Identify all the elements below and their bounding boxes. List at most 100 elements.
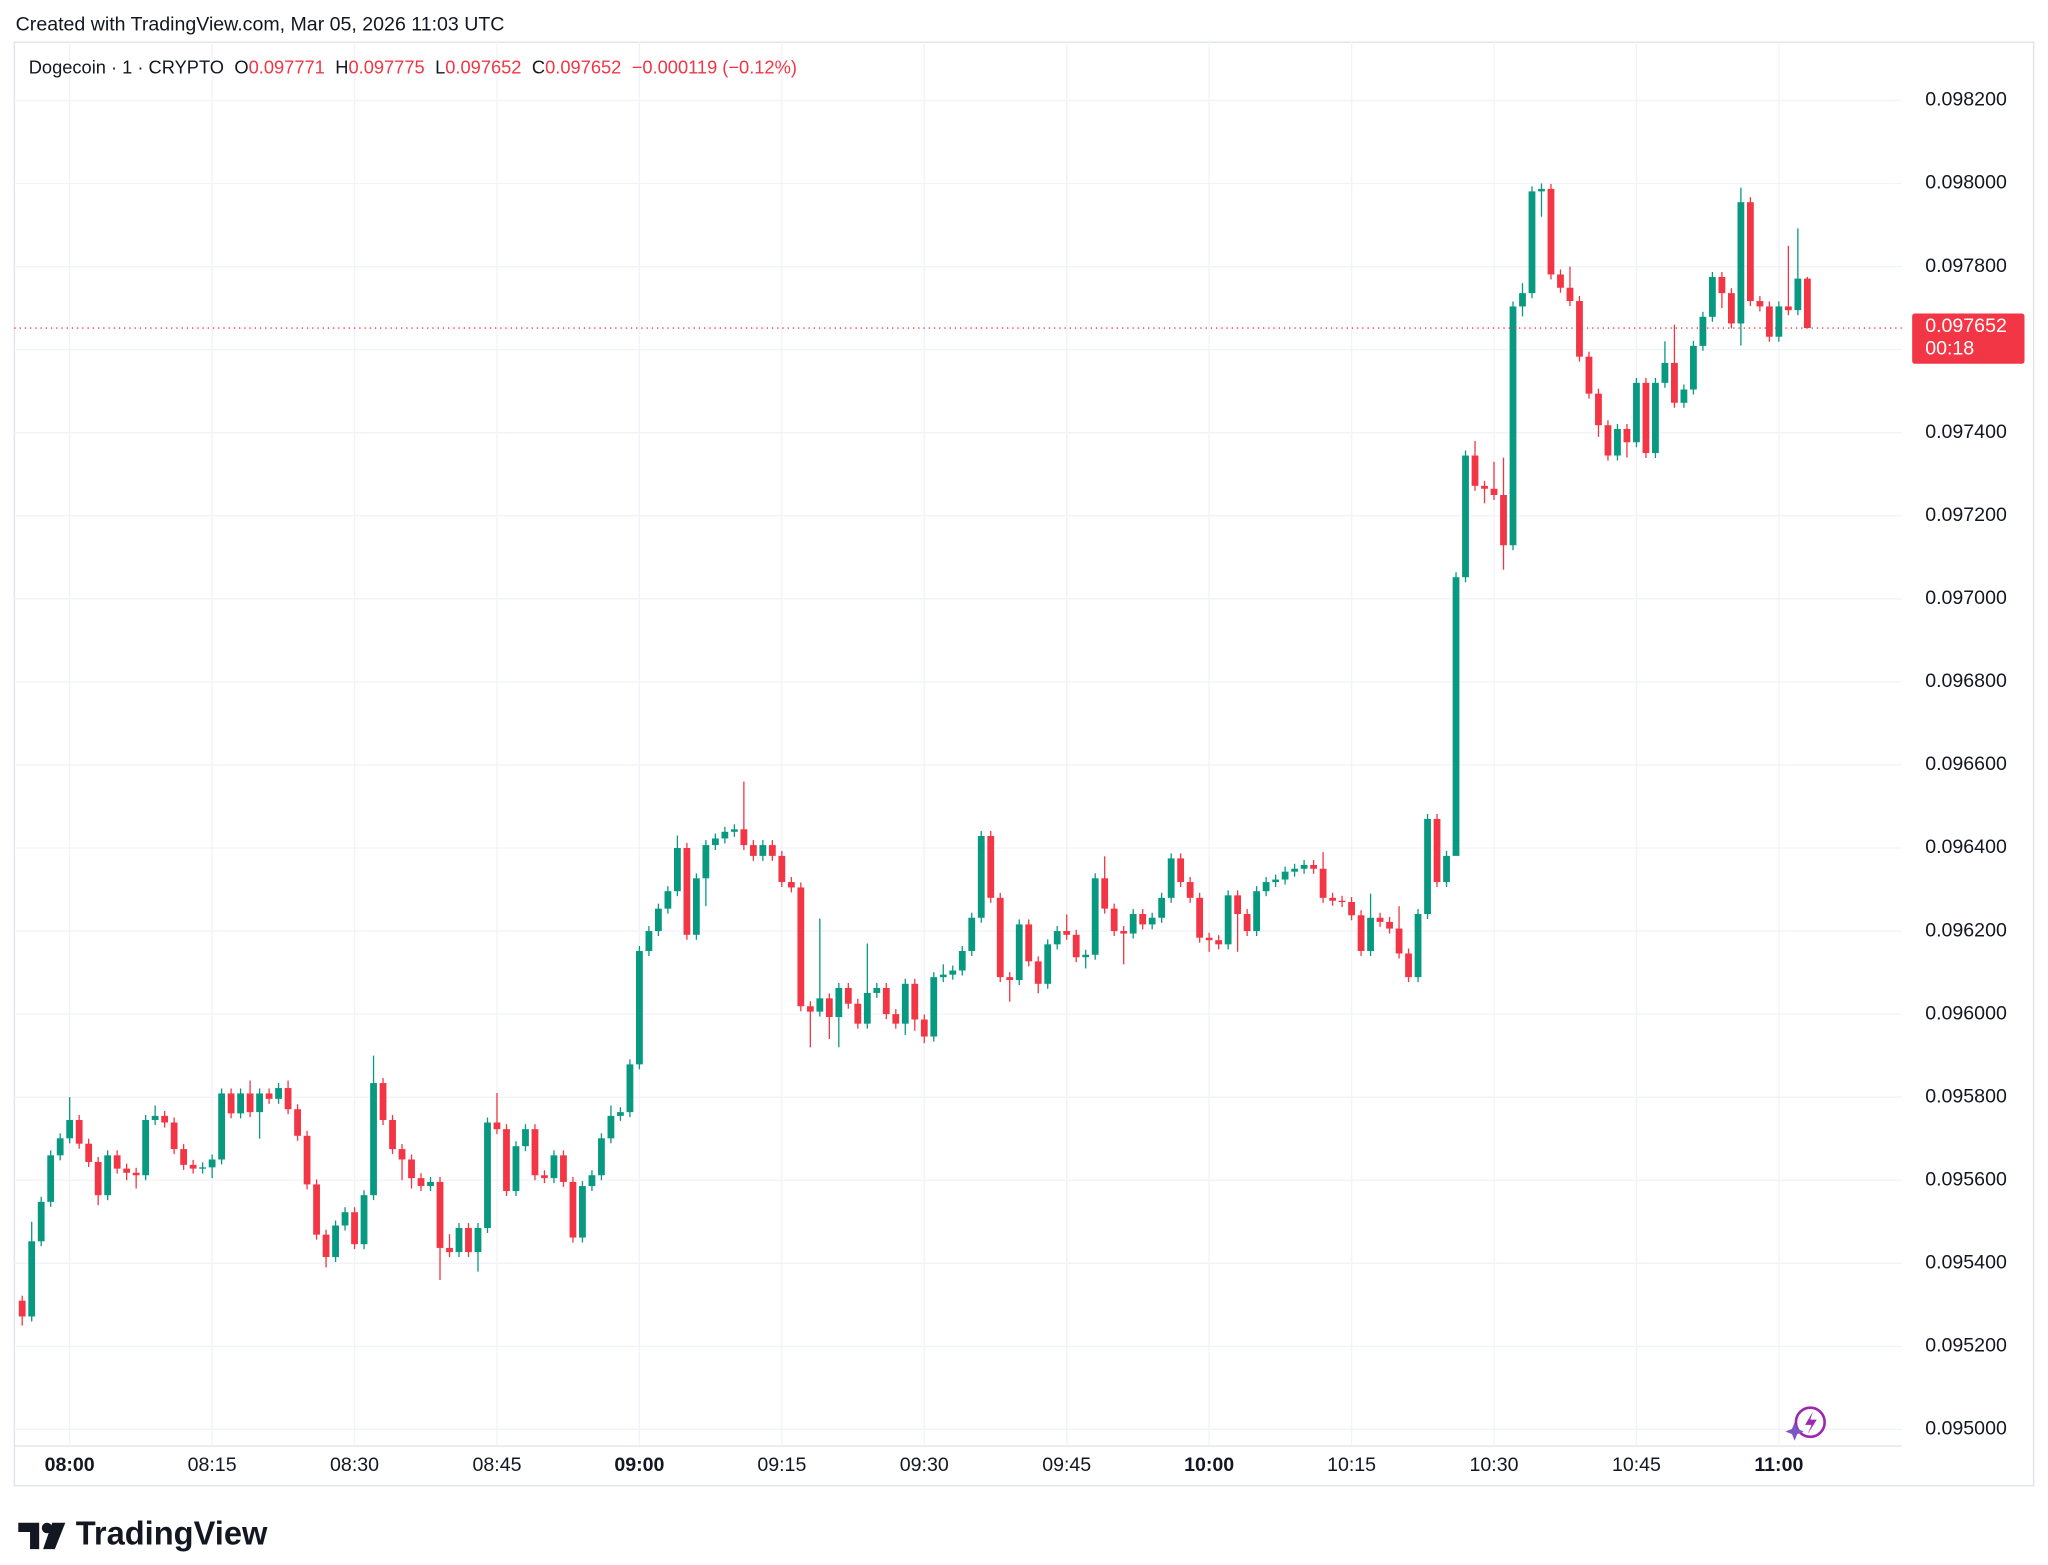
- candle-body: [142, 1120, 150, 1176]
- ohlc-value: 0.097775: [348, 57, 424, 78]
- candle-body: [797, 887, 805, 1007]
- candle-body: [920, 1019, 928, 1037]
- candle-body: [531, 1129, 539, 1176]
- candle-body: [37, 1201, 45, 1242]
- y-tick-label: 0.098000: [1925, 172, 2007, 194]
- y-tick-label: 0.097000: [1925, 587, 2007, 609]
- candle-body: [1433, 818, 1441, 883]
- candle-body: [949, 970, 957, 975]
- candle-body: [1395, 928, 1403, 954]
- flash-bolt: [1805, 1411, 1817, 1435]
- candle-body: [427, 1181, 434, 1187]
- candle-body: [1063, 931, 1071, 935]
- candle-body: [787, 882, 795, 888]
- x-tick-label: 09:45: [1042, 1454, 1091, 1476]
- y-tick-label: 0.095800: [1925, 1085, 2007, 1107]
- candle-body: [1367, 917, 1374, 951]
- ohlc-key: O: [234, 57, 248, 78]
- candle-body: [56, 1138, 64, 1156]
- candle-body: [854, 1003, 862, 1024]
- ohlc-key: C: [532, 57, 545, 78]
- candle-body: [759, 845, 767, 856]
- candle-body: [1633, 382, 1640, 443]
- candle-body: [351, 1212, 358, 1245]
- candle-body: [75, 1120, 83, 1144]
- candle-body: [560, 1155, 567, 1182]
- candle-body: [1205, 937, 1213, 941]
- y-tick-label: 0.096200: [1925, 919, 2007, 941]
- x-tick-label: 10:15: [1327, 1454, 1376, 1476]
- candle-body: [1072, 934, 1080, 958]
- candle-body: [1557, 274, 1564, 288]
- candle-body: [645, 931, 653, 951]
- ohlc-key: H: [335, 57, 348, 78]
- candle-body: [18, 1300, 26, 1317]
- last-price-label: 0.097652: [1925, 315, 2007, 337]
- candle-body: [379, 1083, 387, 1121]
- candle-body: [911, 983, 919, 1020]
- candle-body: [673, 847, 681, 892]
- candle-body: [1699, 316, 1707, 346]
- x-tick-label: 08:00: [45, 1454, 95, 1476]
- candle-body: [664, 891, 672, 909]
- candle-body: [1471, 455, 1479, 486]
- candle-body: [1158, 897, 1166, 918]
- candle-body: [579, 1186, 586, 1238]
- candle-body: [1101, 878, 1109, 909]
- y-tick-label: 0.096000: [1925, 1002, 2007, 1024]
- y-tick-label: 0.097400: [1925, 421, 2007, 443]
- candle-body: [844, 987, 852, 1004]
- candle-body: [436, 1181, 444, 1248]
- logo[interactable]: TradingView: [18, 1514, 268, 1552]
- candle-body: [1490, 488, 1498, 495]
- candle-body: [408, 1159, 415, 1179]
- candle-body: [208, 1159, 216, 1168]
- candle-body: [1186, 882, 1194, 898]
- candle-body: [104, 1155, 112, 1196]
- candle-body: [1177, 858, 1185, 883]
- candle-body: [1091, 878, 1099, 955]
- flash-icon[interactable]: [1785, 1406, 1826, 1441]
- candle-body: [1547, 188, 1555, 275]
- y-tick-label: 0.097200: [1925, 504, 2007, 526]
- candle-body: [740, 829, 748, 846]
- logo-slash: [43, 1522, 66, 1550]
- candle-body: [1243, 914, 1251, 932]
- y-tick-label: 0.098200: [1925, 89, 2007, 111]
- candle-body: [607, 1115, 615, 1139]
- candle-body: [1746, 202, 1754, 302]
- candle-body: [85, 1143, 93, 1162]
- candle-body: [1082, 954, 1090, 958]
- candle-body: [66, 1120, 74, 1139]
- candle-body: [1756, 301, 1764, 307]
- candle-body: [1775, 306, 1783, 337]
- candle-body: [939, 974, 947, 978]
- candle-body: [636, 950, 643, 1065]
- candle-body: [1319, 868, 1327, 898]
- candle-body: [1405, 953, 1412, 978]
- candle-body: [246, 1093, 254, 1113]
- ohlc-value: 0.097771: [249, 57, 325, 78]
- candle-body: [1044, 944, 1052, 984]
- y-tick-label: 0.096400: [1925, 836, 2007, 858]
- candle-body: [1737, 202, 1745, 324]
- candle-body: [892, 1014, 900, 1024]
- grid: [14, 42, 1902, 1447]
- candle-body: [1139, 914, 1147, 925]
- candle-body: [1595, 393, 1602, 426]
- candle-body: [1718, 276, 1726, 294]
- candle-body: [493, 1122, 501, 1130]
- candle-body: [1519, 293, 1526, 307]
- candle-body: [132, 1172, 140, 1176]
- candle-body: [1443, 855, 1450, 883]
- candle-body: [1120, 931, 1128, 934]
- change: −0.000119 (−0.12%): [632, 57, 797, 78]
- candle-body: [522, 1129, 529, 1147]
- candle-body: [1224, 895, 1232, 945]
- candle-body: [341, 1212, 349, 1226]
- candle-body: [588, 1175, 596, 1187]
- candle-body: [1500, 494, 1507, 546]
- countdown: 00:18: [1925, 337, 1974, 359]
- candle-body: [1281, 871, 1289, 880]
